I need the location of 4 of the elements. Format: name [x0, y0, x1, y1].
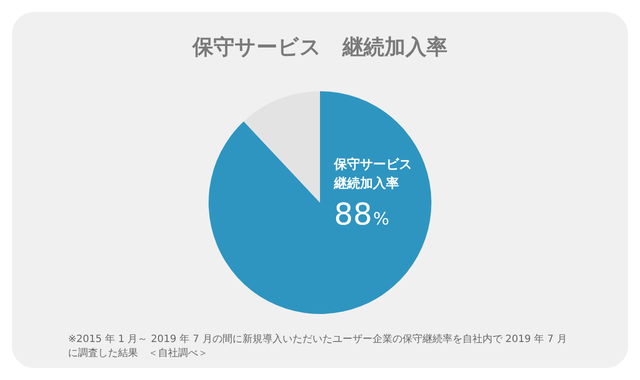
slice-label: 保守サービス継続加入率: [333, 156, 412, 192]
slice-label: 保守サービス 継続加入率: [192, 35, 448, 60]
text: ※2015 年 1 月～ 2019 年 7 月の間に新規導入いただいたユーザー企業の保守継続率を自社内で 2019 年 7 月に調査した結果 ＜自社調べ＞: [68, 333, 567, 359]
data-label: 88%: [334, 198, 390, 233]
